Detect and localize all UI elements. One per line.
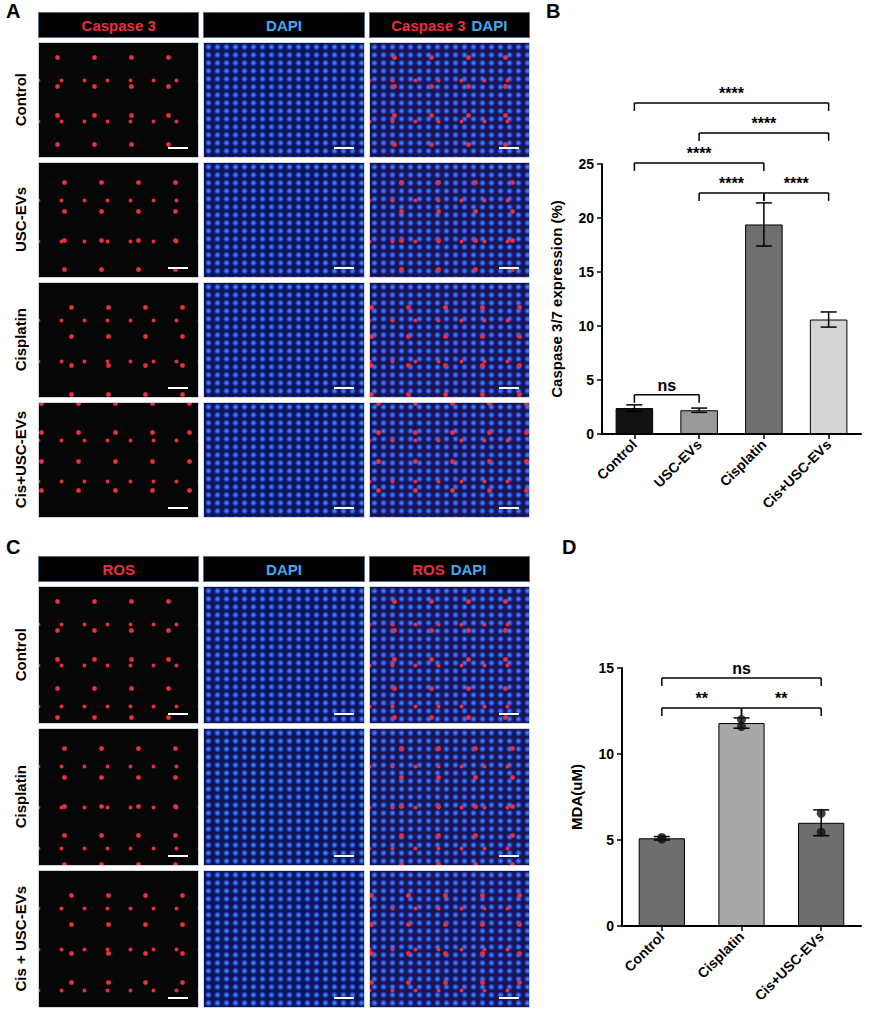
html-text:Cisplatin: Cisplatin (11, 765, 29, 829)
html-text:ROS DAPI: ROS DAPI (412, 560, 487, 578)
svg-text:****: **** (687, 145, 713, 162)
svg-text:Cisplatin: Cisplatin (694, 928, 747, 981)
svg-text:25: 25 (578, 156, 594, 172)
svg-text:15: 15 (598, 660, 614, 676)
svg-text:10: 10 (578, 318, 594, 334)
svg-text:Cis+USC-EVs: Cis+USC-EVs (759, 436, 834, 511)
svg-text:0: 0 (606, 918, 614, 934)
svg-text:**: ** (695, 690, 708, 707)
svg-text:Control: Control (594, 436, 640, 482)
svg-text:Cisplatin: Cisplatin (716, 436, 769, 489)
html-text:ROS: ROS (102, 560, 135, 578)
svg-text:Caspase 3/7 expression (%): Caspase 3/7 expression (%) (548, 200, 565, 398)
svg-text:MDA(uM): MDA(uM) (568, 764, 585, 830)
html-text:Cisplatin: Cisplatin (11, 308, 29, 372)
html-text:DAPI: DAPI (266, 16, 302, 34)
html-text:D: D (562, 536, 577, 558)
html-text:Caspase 3 DAPI: Caspase 3 DAPI (391, 16, 508, 34)
svg-text:****: **** (719, 85, 745, 102)
svg-text:****: **** (719, 175, 745, 192)
html-text:Control: Control (11, 628, 29, 682)
html-text:B: B (546, 0, 561, 22)
svg-text:ns: ns (732, 660, 751, 677)
html-text:A: A (6, 0, 21, 22)
svg-text:10: 10 (598, 746, 614, 762)
html-text:Cis + USC-EVs: Cis + USC-EVs (11, 886, 29, 992)
html-text:USC-EVs: USC-EVs (11, 187, 29, 253)
svg-text:Control: Control (621, 928, 667, 974)
html-text:DAPI: DAPI (266, 560, 302, 578)
svg-text:20: 20 (578, 210, 594, 226)
html-text:Cis+USC-EVs: Cis+USC-EVs (11, 411, 29, 509)
svg-text:0: 0 (586, 426, 594, 442)
svg-text:5: 5 (586, 372, 594, 388)
svg-text:USC-EVs: USC-EVs (651, 436, 705, 490)
svg-text:ns: ns (657, 377, 676, 394)
html-text:Caspase 3: Caspase 3 (81, 16, 156, 34)
svg-text:5: 5 (606, 832, 614, 848)
html-text:C: C (6, 536, 21, 558)
svg-text:****: **** (784, 175, 810, 192)
svg-text:**: ** (775, 690, 788, 707)
svg-text:****: **** (751, 115, 777, 132)
svg-text:Cis+USC-EVs: Cis+USC-EVs (751, 928, 826, 1003)
svg-text:15: 15 (578, 264, 594, 280)
html-text:Control: Control (11, 73, 29, 127)
